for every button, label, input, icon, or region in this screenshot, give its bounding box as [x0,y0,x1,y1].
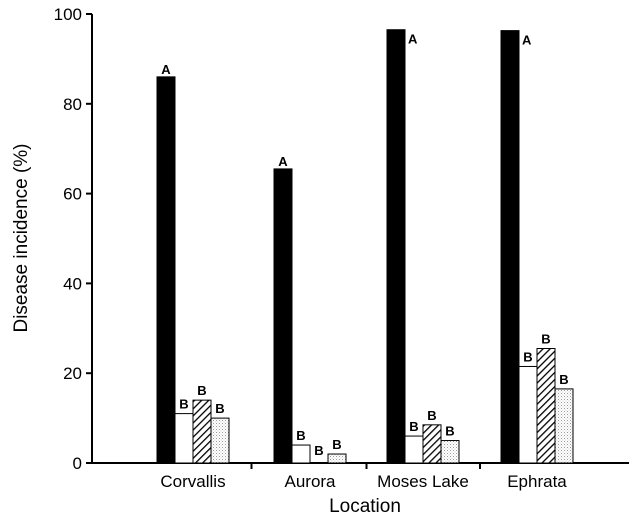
bar [273,168,293,464]
bar [404,435,424,464]
y-tick-label: 80 [63,95,82,114]
data-label: A [408,32,418,47]
data-label: A [522,33,532,48]
bar [386,29,406,464]
data-label: B [541,332,550,347]
y-tick-label: 100 [54,5,82,24]
bar [192,399,212,464]
x-axis-title: Location [329,496,401,517]
bar [500,30,520,464]
bar [518,365,538,464]
bar [291,444,311,464]
data-label: B [445,424,454,439]
y-tick-label: 60 [63,185,82,204]
y-axis-title: Disease incidence (%) [11,143,32,332]
x-tick-label: Corvallis [160,472,225,491]
data-label: A [278,154,288,169]
x-tick-label: Ephrata [507,472,567,491]
data-label: B [314,443,323,458]
data-label: B [179,397,188,412]
y-tick-label: 40 [63,274,82,293]
x-tick-label: Moses Lake [377,472,469,491]
bar [440,440,460,464]
data-label: B [215,401,224,416]
bar [422,424,442,464]
data-label: B [409,419,418,434]
data-label: B [197,383,206,398]
bar [156,76,176,464]
data-label: B [296,428,305,443]
bar [174,413,194,464]
bar [210,417,230,464]
bar [536,348,556,464]
data-label: B [332,437,341,452]
bar [554,388,574,464]
data-label: B [427,408,436,423]
y-tick-label: 0 [73,454,82,473]
data-label: B [559,372,568,387]
y-tick-label: 20 [63,364,82,383]
data-label: A [161,62,171,77]
data-label: B [523,349,532,364]
bar [327,453,347,464]
x-tick-label: Aurora [284,472,336,491]
